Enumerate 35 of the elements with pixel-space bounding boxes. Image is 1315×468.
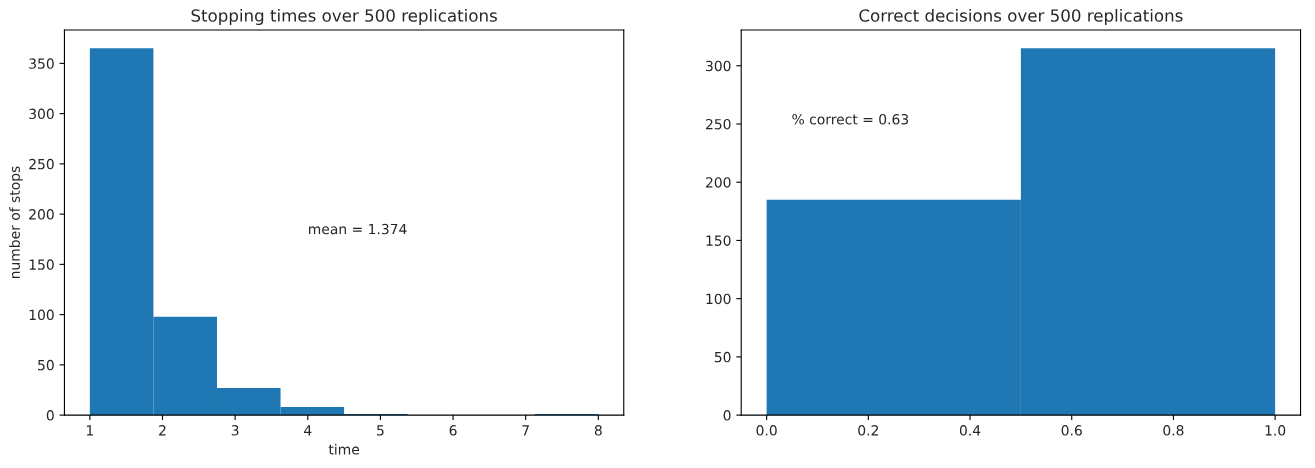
y-tick-label: 50 (714, 351, 731, 363)
x-tick-label: 0.8 (1163, 425, 1184, 436)
x-tick-label: 0.0 (756, 425, 777, 436)
annotation: % correct = 0.63 (792, 114, 909, 125)
y-tick-label: 350 (29, 58, 54, 69)
x-tick-label: 7 (522, 425, 529, 436)
y-tick-label: 300 (706, 60, 731, 72)
annotation: mean = 1.374 (309, 223, 407, 235)
x-tick-label: 8 (594, 425, 602, 436)
y-tick-label: 0 (46, 410, 54, 421)
y-tick-label: 100 (706, 293, 731, 305)
x-tick-label: 0.6 (1061, 425, 1082, 436)
y-tick-label: 100 (29, 309, 54, 321)
y-tick-label: 150 (29, 259, 54, 270)
y-tick-label: 250 (29, 158, 54, 170)
y-tick-label: 300 (29, 108, 54, 120)
x-tick-label: 4 (304, 425, 312, 436)
y-tick-label: 200 (706, 177, 731, 188)
y-tick-label: 50 (38, 359, 54, 371)
x-tick-label: 1 (86, 425, 93, 436)
x-tick-label: 5 (377, 425, 384, 436)
y-tick-label: 0 (723, 410, 731, 421)
x-tick-label: 3 (231, 425, 239, 436)
y-tick-label: 200 (29, 209, 54, 220)
chart-title: Correct decisions over 500 replications (859, 8, 1183, 26)
y-axis-title: number of stops (9, 166, 23, 279)
y-tick-label: 250 (706, 118, 731, 130)
x-axis-title: time (328, 443, 360, 455)
x-tick-label: 0.2 (858, 425, 878, 436)
x-tick-label: 2 (159, 425, 166, 436)
x-tick-label: 0.4 (959, 425, 981, 436)
y-tick-label: 150 (706, 235, 731, 246)
x-tick-label: 6 (449, 425, 457, 436)
chart-title: Stopping times over 500 replications (191, 8, 497, 26)
x-tick-label: 1.0 (1265, 425, 1286, 436)
